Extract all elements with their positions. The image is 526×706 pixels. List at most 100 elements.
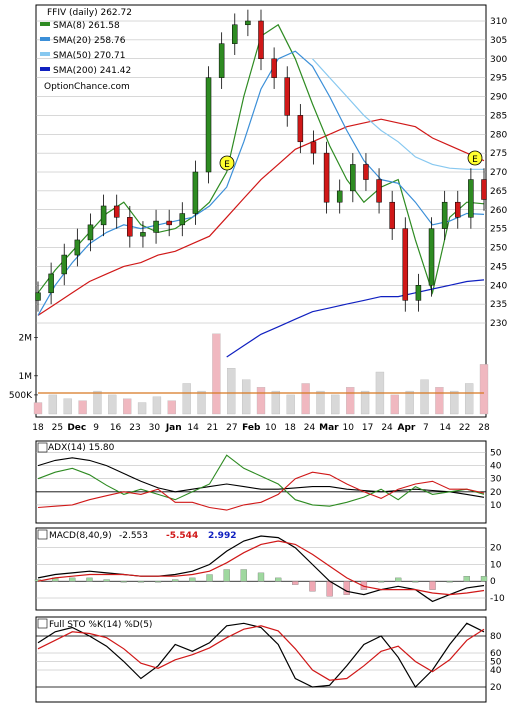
macd-histogram-bar (257, 572, 265, 582)
candle-body (61, 254, 67, 275)
legend-swatch-sma200 (40, 67, 50, 71)
volume-bar (48, 394, 58, 415)
sma-line (312, 58, 484, 170)
candle-body (179, 213, 186, 226)
legend-sma50: SMA(50) 270.71 (53, 51, 125, 61)
volume-bar (405, 390, 414, 415)
date-tick-label: 22 (459, 423, 470, 433)
macd-histogram-bar (240, 569, 247, 582)
macd-histogram-bar (292, 581, 299, 585)
price-y-tick-label: 260 (490, 206, 507, 216)
sto-legend-swatch (37, 618, 48, 629)
date-tick-label: 9 (93, 423, 99, 433)
price-legend: FFIV (daily) 262.72 SMA(8) 261.58 SMA(20… (40, 8, 132, 92)
sto-series-lines (37, 622, 485, 688)
legend-swatch-sma8 (40, 22, 50, 26)
earnings-marker-1: E (219, 155, 235, 171)
sma-line (37, 50, 485, 316)
volume-bar (212, 333, 221, 415)
macd-line (37, 535, 485, 603)
macd-histogram-bar (103, 579, 110, 582)
macd-y-tick-label: 20 (490, 544, 502, 554)
volume-bar (271, 390, 281, 415)
price-y-tick-label: 250 (490, 244, 507, 254)
macd-histogram-bar (446, 581, 453, 583)
adx-title: ADX(14) 15.80 (48, 443, 115, 453)
volume-bar (227, 368, 236, 415)
candle-body (205, 77, 212, 173)
candle-body (113, 205, 120, 218)
earnings-marker-2: E (467, 150, 483, 166)
candle-body (481, 179, 487, 200)
date-axis: 18 25 Dec 9 16 23 30 Jan 14 21 27 Feb 10 18 24 Mar 10 17 2… (32, 423, 490, 433)
date-tick-label: 10 (265, 423, 277, 433)
candle-body (35, 292, 41, 301)
earnings-marker-label: E (224, 160, 230, 170)
candle-body (297, 115, 304, 143)
volume-y-tick-label: 1M (19, 372, 33, 382)
volume-bar (464, 383, 474, 415)
date-tick-label: 24 (304, 423, 316, 433)
macd-series-lines (37, 535, 485, 603)
macd-histogram-bar (463, 576, 470, 582)
price-y-tick-label: 265 (490, 187, 507, 197)
candle-body (245, 20, 251, 26)
volume-bar (108, 394, 117, 415)
volume-bar (256, 387, 266, 415)
date-tick-label: 27 (226, 423, 237, 433)
legend-sma8: SMA(8) 261.58 (53, 21, 120, 31)
price-y-tick-label: 235 (490, 300, 507, 310)
sto-y-tick-label: 40 (490, 666, 502, 676)
volume-bars (33, 333, 489, 415)
adx-y-tick-label: 30 (490, 475, 502, 485)
macd-histogram-bar (189, 577, 196, 582)
macd-histogram-bar (377, 581, 385, 583)
macd-histogram-bar (223, 569, 230, 582)
candle-body (232, 24, 238, 44)
price-y-tick-label: 295 (490, 74, 507, 84)
sto-line (37, 622, 485, 688)
macd-histogram-bar (343, 581, 350, 595)
date-tick-label: Feb (242, 423, 261, 433)
adx-y-axis: 10 20 30 40 50 (490, 449, 502, 511)
macd-y-axis: 20 10 0 -10 (490, 544, 505, 604)
candle-body (402, 228, 409, 301)
macd-y-tick-label: -10 (490, 594, 505, 604)
candle-body (428, 228, 435, 286)
adx-gridlines (36, 452, 486, 506)
candle-body (127, 217, 133, 237)
macd-histogram-bar (412, 581, 419, 583)
candle-body (468, 179, 474, 218)
price-y-tick-label: 255 (490, 225, 507, 235)
date-tick-label: 16 (110, 423, 122, 433)
volume-bar (450, 390, 459, 415)
adx-line (37, 457, 485, 498)
adx-line (37, 471, 485, 511)
date-tick-label: Apr (398, 423, 416, 433)
macd-histogram-bar (326, 581, 333, 597)
adx-y-tick-label: 40 (490, 462, 502, 472)
date-tick-label: 23 (129, 423, 140, 433)
volume-bar (241, 379, 251, 415)
date-tick-label: 21 (207, 423, 218, 433)
earnings-marker-label: E (472, 155, 478, 165)
candle-body (166, 220, 172, 226)
volume-bar (331, 394, 340, 415)
volume-bar (167, 400, 176, 415)
sto-gridlines (36, 635, 486, 688)
sto-title: Full STO %K(14) %D(5) (49, 620, 152, 630)
macd-histogram-bar (206, 574, 213, 582)
chart-title: FFIV (daily) 262.72 (47, 8, 132, 18)
volume-bar (360, 390, 370, 415)
sto-y-tick-label: 80 (490, 632, 502, 642)
candle-body (284, 77, 290, 116)
adx-series-lines (37, 454, 485, 511)
candle-body (363, 164, 369, 180)
volume-bar (33, 402, 43, 415)
price-y-tick-label: 270 (490, 168, 507, 178)
volume-bar (197, 390, 206, 415)
candle-body (441, 201, 448, 229)
date-tick-label: 18 (32, 423, 44, 433)
